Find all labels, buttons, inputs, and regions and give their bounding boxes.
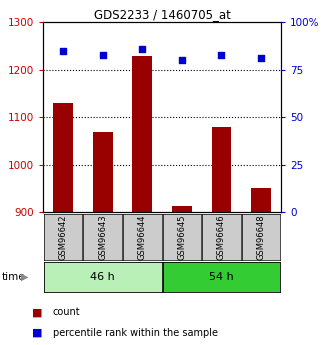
Text: 46 h: 46 h bbox=[90, 272, 115, 282]
Text: 54 h: 54 h bbox=[209, 272, 234, 282]
Bar bbox=[172, 206, 192, 212]
Text: GSM96646: GSM96646 bbox=[217, 214, 226, 260]
Bar bbox=[93, 131, 113, 212]
Text: ■: ■ bbox=[32, 307, 43, 317]
Text: ■: ■ bbox=[32, 328, 43, 338]
Text: GSM96648: GSM96648 bbox=[256, 214, 265, 260]
Point bbox=[258, 56, 264, 61]
Text: GSM96642: GSM96642 bbox=[59, 215, 68, 260]
Point bbox=[179, 58, 185, 63]
Text: GSM96643: GSM96643 bbox=[98, 214, 107, 260]
Bar bbox=[53, 103, 73, 212]
Title: GDS2233 / 1460705_at: GDS2233 / 1460705_at bbox=[94, 8, 230, 21]
Text: GSM96645: GSM96645 bbox=[178, 215, 187, 260]
Point bbox=[140, 46, 145, 52]
Text: count: count bbox=[53, 307, 81, 317]
Text: ▶: ▶ bbox=[21, 272, 28, 282]
Bar bbox=[251, 188, 271, 212]
Bar bbox=[132, 56, 152, 212]
Bar bbox=[212, 127, 231, 212]
Point bbox=[100, 52, 105, 57]
Point bbox=[61, 48, 66, 53]
Text: percentile rank within the sample: percentile rank within the sample bbox=[53, 328, 218, 338]
Point bbox=[219, 52, 224, 57]
Text: GSM96644: GSM96644 bbox=[138, 215, 147, 260]
Text: time: time bbox=[2, 272, 25, 282]
